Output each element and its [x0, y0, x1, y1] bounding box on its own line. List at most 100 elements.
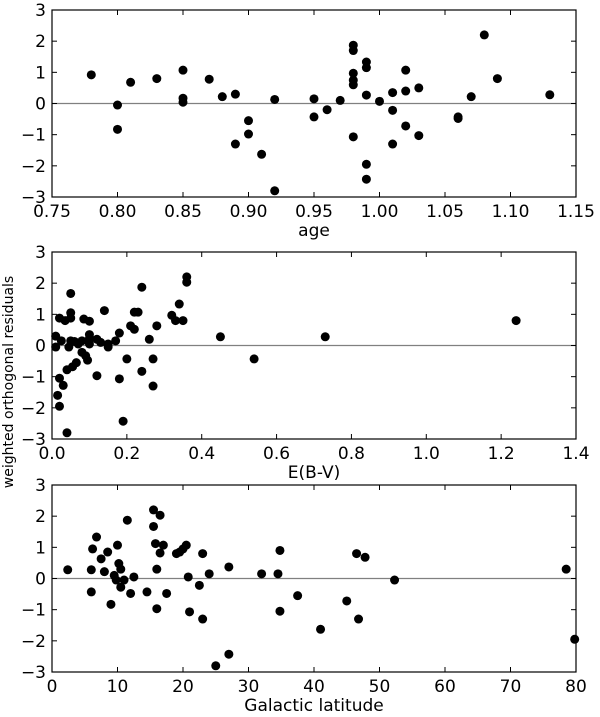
y-tick-label: 1: [35, 305, 46, 325]
data-point: [198, 549, 208, 559]
data-point: [390, 575, 400, 585]
data-point: [230, 89, 240, 99]
data-point: [99, 567, 109, 577]
data-point: [111, 336, 121, 346]
data-point: [257, 149, 267, 159]
data-point: [103, 547, 113, 557]
data-point: [270, 94, 280, 104]
data-point: [275, 606, 285, 616]
x-tick-label: 10: [107, 677, 129, 697]
data-point: [388, 88, 398, 98]
data-point: [86, 587, 96, 597]
data-point: [178, 97, 188, 107]
data-point: [511, 316, 521, 326]
data-point: [66, 313, 76, 323]
data-point: [249, 354, 259, 364]
data-point: [181, 540, 191, 550]
data-point: [348, 46, 358, 56]
data-point: [129, 572, 139, 582]
data-point: [309, 112, 319, 122]
data-point: [158, 540, 168, 550]
scatter-panel-2: 0.0 0.2 0.4 0.6 0.8 1.0 1.2 1.4 3 2 1 0 −1 −2 −3 E(B-V): [21, 243, 590, 483]
data-point: [92, 532, 102, 542]
x-axis-label: age: [298, 221, 330, 241]
x-tick-label: 1.05: [426, 202, 464, 222]
data-point: [217, 92, 227, 102]
y-tick-label: −2: [21, 632, 46, 652]
y-tick-label: 0: [35, 95, 46, 115]
data-point: [183, 572, 193, 582]
data-point: [77, 336, 87, 346]
data-point: [178, 316, 188, 326]
data-point: [388, 105, 398, 115]
data-point: [155, 548, 165, 558]
data-point: [545, 90, 555, 100]
data-point: [152, 604, 162, 614]
data-point: [62, 428, 72, 438]
data-point: [126, 77, 136, 87]
x-tick-label: 0.6: [263, 444, 290, 464]
x-tick-label: 50: [369, 677, 391, 697]
x-tick-label: 30: [238, 677, 260, 697]
x-axis-label: E(B-V): [288, 463, 340, 483]
data-point: [155, 510, 165, 520]
data-point: [479, 30, 489, 40]
y-tick-label: 2: [35, 274, 46, 294]
x-tick-label: 0.4: [188, 444, 215, 464]
data-point: [58, 380, 68, 390]
data-point: [92, 371, 102, 381]
y-tick-label: 3: [35, 476, 46, 496]
data-point: [142, 587, 152, 597]
x-tick-label: 20: [172, 677, 194, 697]
data-point: [342, 596, 352, 606]
y-tick-label: −1: [21, 126, 46, 146]
data-point: [361, 63, 371, 73]
data-point: [86, 565, 96, 575]
data-point: [83, 355, 93, 365]
data-point: [182, 277, 192, 287]
data-point: [113, 100, 122, 110]
data-point: [174, 299, 184, 309]
data-point: [106, 599, 116, 609]
data-point: [150, 539, 160, 549]
data-point: [453, 113, 463, 123]
data-point: [171, 316, 181, 326]
data-point: [361, 159, 371, 169]
y-tick-label: −1: [21, 601, 46, 621]
x-tick-label: 80: [565, 677, 587, 697]
data-point: [84, 339, 94, 349]
data-point: [570, 634, 580, 644]
data-point: [492, 74, 502, 84]
data-point: [71, 358, 81, 368]
data-point: [88, 544, 98, 554]
data-point: [215, 332, 225, 342]
data-point: [361, 90, 371, 100]
data-point: [230, 139, 240, 149]
data-point: [56, 336, 66, 346]
y-tick-label: 2: [35, 32, 46, 52]
y-tick-label: −3: [21, 188, 46, 208]
data-point: [204, 569, 214, 579]
y-tick-label: −1: [21, 368, 46, 388]
data-point: [113, 540, 122, 550]
data-point: [129, 324, 139, 334]
data-point: [152, 321, 162, 331]
data-point: [361, 174, 371, 184]
y-tick-label: −3: [21, 430, 46, 450]
y-tick-label: 2: [35, 507, 46, 527]
data-point: [133, 307, 143, 317]
data-point: [375, 96, 384, 106]
x-tick-label: 1.00: [361, 202, 399, 222]
y-tick-label: 3: [35, 243, 46, 263]
x-tick-label: 0.85: [164, 202, 202, 222]
data-point: [224, 562, 234, 572]
data-point: [126, 588, 136, 598]
x-tick-label: 0.8: [338, 444, 365, 464]
data-point: [99, 306, 109, 316]
data-point: [224, 649, 234, 659]
data-point: [466, 92, 476, 102]
data-point: [149, 505, 159, 515]
data-point: [54, 401, 64, 411]
